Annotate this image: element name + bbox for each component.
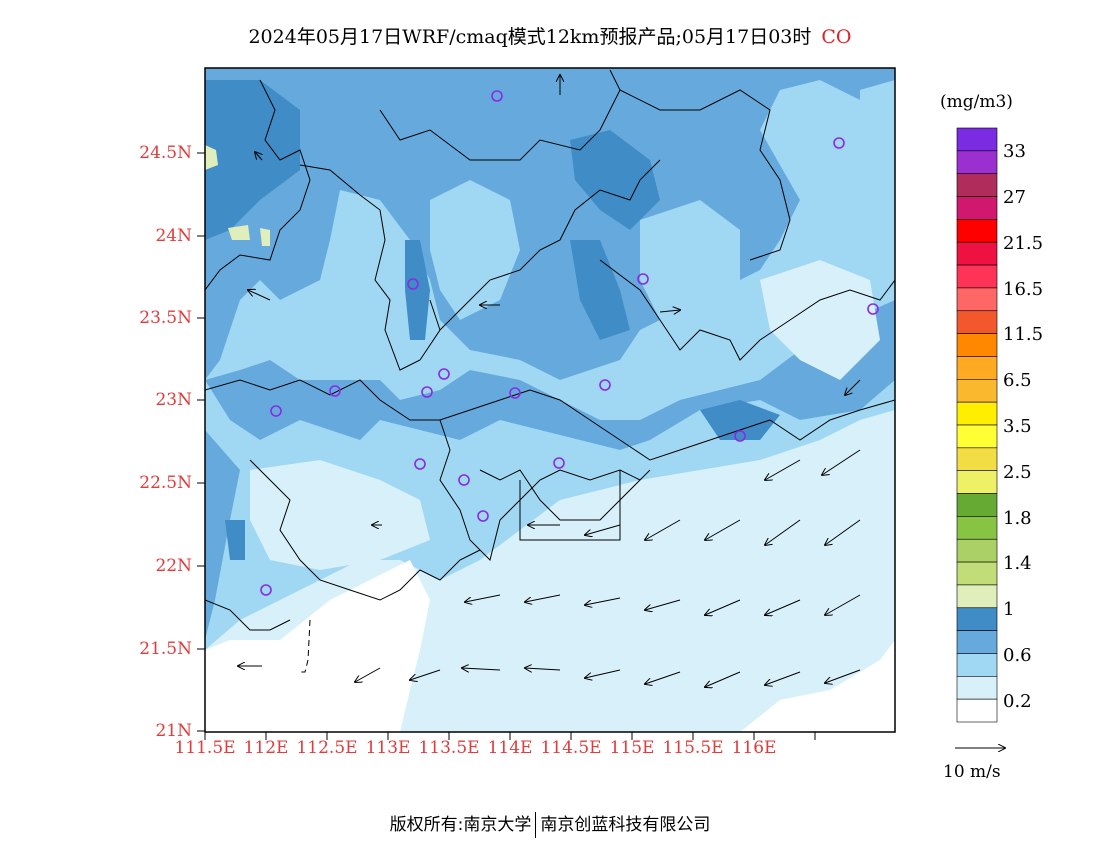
colorbar-label: 16.5 <box>1003 279 1044 300</box>
wind-vectors <box>238 75 861 687</box>
colorbar-segment <box>956 470 998 494</box>
colorbar-segment <box>956 219 998 243</box>
colorbar-segment <box>956 333 998 357</box>
concentration-field <box>205 68 895 732</box>
colorbar-segment <box>956 584 998 609</box>
colorbar-segment <box>956 424 998 449</box>
colorbar-segment <box>956 516 998 540</box>
colorbar-segment <box>956 196 998 220</box>
lat-label-22: 22N <box>155 556 192 576</box>
colorbar-label: 2.5 <box>1003 462 1032 483</box>
lat-label-23: 23N <box>155 390 192 410</box>
colorbar-segment <box>956 561 998 586</box>
map-title: 2024年05月17日WRF/cmaq模式12km预报产品;05月17日03时 C… <box>0 22 1100 49</box>
footer-left: 版权所有:南京大学 <box>389 815 532 835</box>
colorbar-label: 11.5 <box>1003 324 1044 345</box>
lat-label-22.5: 22.5N <box>139 473 192 493</box>
colorbar-segment <box>956 676 998 700</box>
title-text: 2024年05月17日WRF/cmaq模式12km预报产品;05月17日03时 <box>248 26 812 48</box>
lon-label-115: 115E <box>609 738 655 758</box>
colorbar-segment <box>956 698 998 723</box>
colorbar-label: 21.5 <box>1003 233 1044 254</box>
colorbar-segment <box>956 150 998 174</box>
colorbar-segment <box>956 538 998 563</box>
colorbar-label: 1 <box>1003 599 1015 620</box>
lon-label-112.5: 112.5E <box>296 738 358 758</box>
colorbar-unit: (mg/m3) <box>940 92 1013 112</box>
colorbar-segment <box>956 607 998 631</box>
lon-label-114: 114E <box>487 738 533 758</box>
footer-right: 南京创蓝科技有限公司 <box>540 815 711 835</box>
species-label: CO <box>821 26 852 48</box>
lon-label-116: 116E <box>731 738 777 758</box>
lat-label-24.5: 24.5N <box>139 143 192 163</box>
colorbar <box>956 127 998 723</box>
lat-label-21.5: 21.5N <box>139 639 192 659</box>
colorbar-segment <box>956 493 998 517</box>
colorbar-segment <box>956 447 998 471</box>
colorbar-segment <box>956 310 998 334</box>
colorbar-label: 1.8 <box>1003 508 1032 529</box>
colorbar-segment <box>956 241 998 266</box>
lon-label-115.5: 115.5E <box>662 738 724 758</box>
lon-label-113.5: 113.5E <box>418 738 480 758</box>
lat-label-23.5: 23.5N <box>139 308 192 328</box>
colorbar-label: 0.6 <box>1003 645 1032 666</box>
colorbar-segment <box>956 630 998 654</box>
colorbar-label: 0.2 <box>1003 691 1032 712</box>
copyright-footer: 版权所有:南京大学 南京创蓝科技有限公司 <box>0 810 1100 838</box>
axis-ticks <box>197 152 816 740</box>
colorbar-segment <box>956 653 998 677</box>
lon-label-114.5: 114.5E <box>540 738 602 758</box>
footer-divider <box>535 812 537 838</box>
colorbar-label: 6.5 <box>1003 370 1032 391</box>
lon-label-112: 112E <box>243 738 289 758</box>
station-markers <box>260 90 879 596</box>
colorbar-label: 3.5 <box>1003 416 1032 437</box>
lat-label-24: 24N <box>155 226 192 246</box>
colorbar-segment <box>956 401 998 426</box>
lon-label-111.5: 111.5E <box>174 738 236 758</box>
lat-label-21: 21N <box>155 721 192 741</box>
colorbar-label: 1.4 <box>1003 553 1032 574</box>
colorbar-label: 33 <box>1003 141 1026 162</box>
colorbar-segment <box>956 127 998 152</box>
colorbar-segment <box>956 379 998 403</box>
wind-reference-label: 10 m/s <box>943 762 1001 782</box>
colorbar-segment <box>956 173 998 197</box>
colorbar-label: 27 <box>1003 187 1026 208</box>
lon-label-113: 113E <box>365 738 411 758</box>
province-boundaries <box>205 69 895 673</box>
colorbar-segment <box>956 356 998 380</box>
colorbar-segment <box>956 287 998 312</box>
colorbar-segment <box>956 264 998 289</box>
